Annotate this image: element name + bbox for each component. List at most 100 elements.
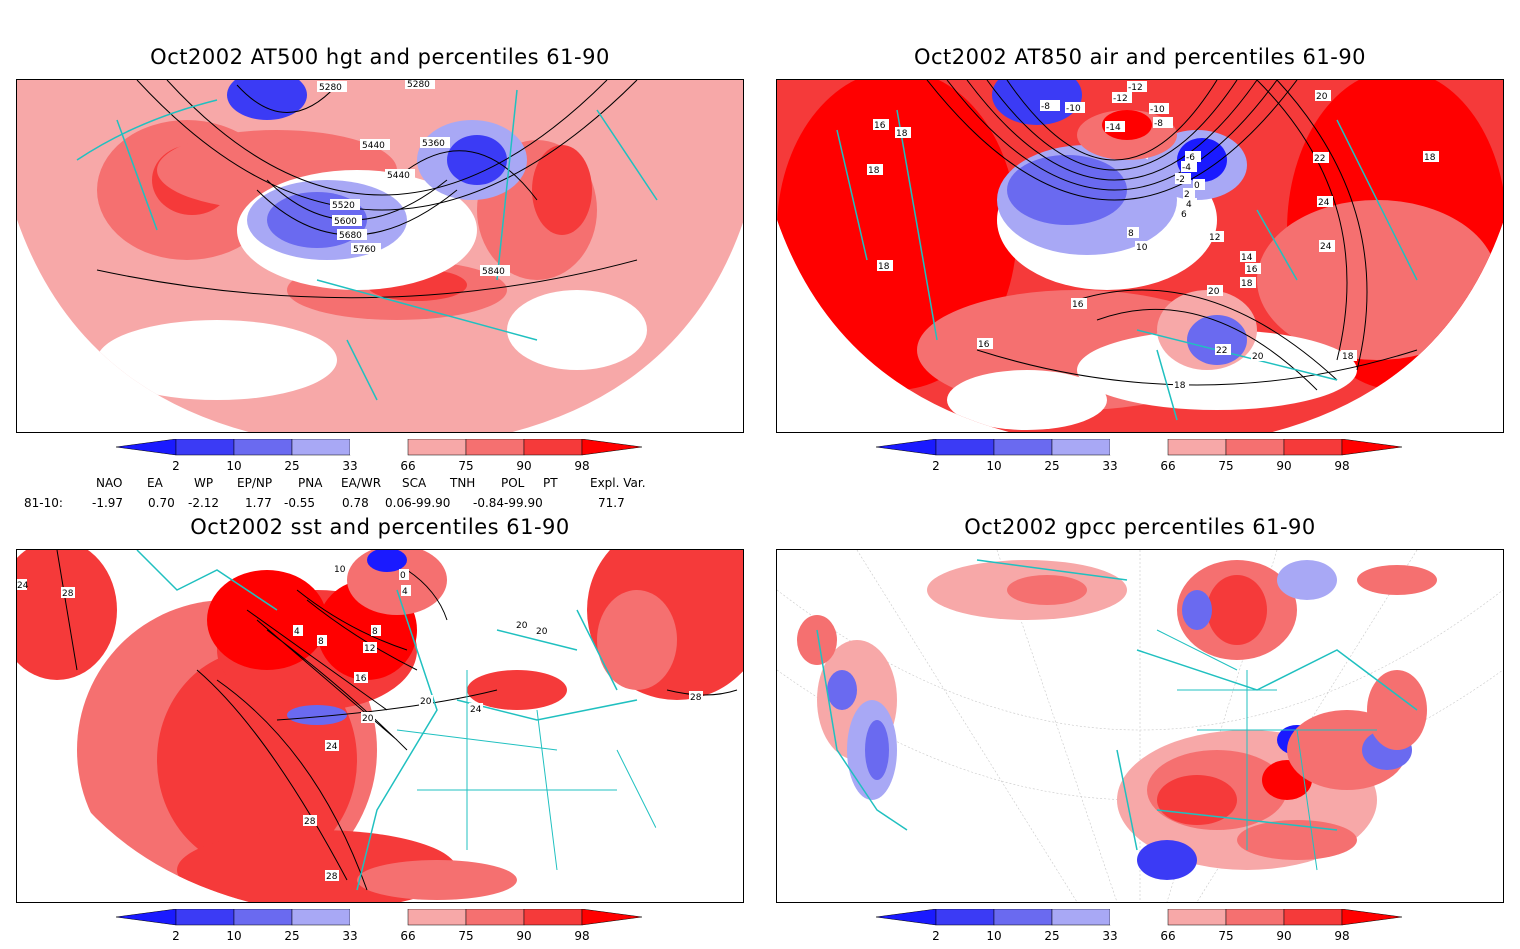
svg-text:10: 10 — [1136, 243, 1148, 253]
colorbar-swatch — [465, 438, 525, 456]
contour-labels: 5280 5280 5440 5360 5440 5520 5600 5680 … — [317, 80, 510, 277]
svg-text:10: 10 — [334, 565, 346, 575]
colorbar-tick: 98 — [1334, 459, 1350, 473]
colorbar-swatch — [1051, 438, 1111, 456]
svg-text:24: 24 — [1318, 198, 1330, 208]
svg-text:20: 20 — [1208, 287, 1220, 297]
map-hgt-canvas: 5280 5280 5440 5360 5440 5520 5600 5680 … — [17, 80, 743, 432]
svg-text:-2: -2 — [1176, 175, 1185, 185]
svg-text:0: 0 — [1194, 181, 1200, 191]
colorbar-tick: 98 — [574, 459, 590, 473]
colorbar-tick: 25 — [284, 459, 300, 473]
svg-text:-10: -10 — [1150, 105, 1165, 115]
svg-text:18: 18 — [1342, 352, 1354, 362]
svg-text:28: 28 — [304, 817, 316, 827]
colorbar-tick: 25 — [284, 929, 300, 943]
svg-text:5600: 5600 — [334, 217, 357, 227]
contour-labels: -12 -8 -10 -12 -10 -8 -14 -6 -4 -2 0 2 4… — [867, 81, 1439, 391]
panel-title: Oct2002 AT500 hgt and percentiles 61-90 — [150, 45, 610, 69]
svg-text:4: 4 — [1186, 200, 1192, 210]
index-header: POL — [501, 476, 525, 490]
svg-text:16: 16 — [874, 121, 886, 131]
colorbar-swatches — [115, 438, 643, 456]
colorbar-swatch — [407, 908, 467, 926]
colorbar-tick: 66 — [1160, 459, 1176, 473]
map-air: -12 -8 -10 -12 -10 -8 -14 -6 -4 -2 0 2 4… — [776, 79, 1504, 433]
colorbar-swatch — [993, 908, 1053, 926]
svg-text:5280: 5280 — [319, 83, 342, 93]
colorbar: 2 10 25 33 66 75 90 98 — [115, 438, 656, 479]
svg-text:24: 24 — [17, 581, 29, 591]
svg-text:4: 4 — [294, 627, 300, 637]
colorbar-tick: 66 — [400, 459, 416, 473]
colorbar-swatch — [935, 908, 995, 926]
svg-text:28: 28 — [690, 693, 702, 703]
colorbar-swatch — [465, 908, 525, 926]
index-header: SCA — [402, 476, 427, 490]
index-header: WP — [194, 476, 214, 490]
colorbar-tick: 33 — [342, 459, 358, 473]
colorbar-swatch — [1167, 908, 1227, 926]
colorbar: 2 10 25 33 66 75 90 98 — [875, 908, 1416, 949]
index-value: 71.7 — [598, 496, 625, 510]
colorbar-tick: 2 — [172, 459, 180, 473]
index-header: EA/WR — [341, 476, 382, 490]
colorbar-swatches — [875, 908, 1403, 926]
colorbar-tick: 25 — [1044, 459, 1060, 473]
colorbar-swatch — [581, 908, 643, 926]
index-header: PT — [543, 476, 558, 490]
map-sst-canvas: 24 28 10 0 4 4 8 8 12 16 20 20 24 24 28 … — [17, 550, 743, 902]
colorbar-swatch — [1110, 909, 1168, 925]
svg-text:5840: 5840 — [482, 267, 505, 277]
colorbar-swatch — [175, 438, 235, 456]
colorbar-swatch — [1341, 908, 1403, 926]
colorbar-swatch — [291, 908, 351, 926]
svg-text:2: 2 — [1184, 190, 1190, 200]
svg-text:8: 8 — [372, 627, 378, 637]
colorbar-tick: 75 — [458, 929, 474, 943]
svg-text:18: 18 — [1174, 381, 1186, 391]
colorbar-tick: 2 — [932, 929, 940, 943]
index-value: 0.70 — [148, 496, 175, 510]
svg-text:-10: -10 — [1066, 104, 1081, 114]
svg-text:-14: -14 — [1106, 123, 1121, 133]
index-value: -1.97 — [92, 496, 124, 510]
svg-text:16: 16 — [355, 674, 367, 684]
colorbar-tick: 90 — [516, 929, 532, 943]
colorbar-tick: 75 — [458, 459, 474, 473]
index-value: 0.78 — [342, 496, 369, 510]
colorbar-swatch — [935, 438, 995, 456]
panel-title: Oct2002 AT850 air and percentiles 61-90 — [913, 45, 1367, 69]
svg-text:12: 12 — [364, 644, 375, 654]
svg-text:-12: -12 — [1128, 83, 1143, 93]
colorbar-tick: 25 — [1044, 929, 1060, 943]
svg-text:24: 24 — [326, 742, 338, 752]
svg-text:-8: -8 — [1154, 119, 1163, 129]
svg-text:-8: -8 — [1041, 102, 1050, 112]
svg-text:5360: 5360 — [422, 139, 445, 149]
colorbar-swatch — [1167, 438, 1227, 456]
colorbar-tick: 33 — [1102, 459, 1118, 473]
panel-title: Oct2002 gpcc percentiles 61-90 — [964, 515, 1316, 539]
svg-text:14: 14 — [1241, 253, 1253, 263]
svg-text:16: 16 — [978, 340, 990, 350]
svg-text:5760: 5760 — [353, 245, 376, 255]
map-gpcc-canvas — [777, 550, 1503, 902]
colorbar-swatch — [233, 908, 293, 926]
colorbar-swatch — [1341, 438, 1403, 456]
colorbar-swatch — [1225, 908, 1285, 926]
svg-text:5440: 5440 — [387, 171, 410, 181]
colorbar-tick: 66 — [1160, 929, 1176, 943]
colorbar-tick: 90 — [516, 459, 532, 473]
index-header: Expl. Var. — [590, 476, 646, 490]
colorbar-swatch — [875, 908, 937, 926]
colorbar-tick: 98 — [1334, 929, 1350, 943]
colorbar-swatch — [993, 438, 1053, 456]
svg-text:4: 4 — [402, 587, 408, 597]
index-value: -2.12 — [188, 496, 220, 510]
map-sst: 24 28 10 0 4 4 8 8 12 16 20 20 24 24 28 … — [16, 549, 744, 903]
colorbar-tick: 66 — [400, 929, 416, 943]
colorbar-swatch — [350, 439, 408, 455]
map-air-canvas: -12 -8 -10 -12 -10 -8 -14 -6 -4 -2 0 2 4… — [777, 80, 1503, 432]
colorbar-tick: 75 — [1218, 459, 1234, 473]
